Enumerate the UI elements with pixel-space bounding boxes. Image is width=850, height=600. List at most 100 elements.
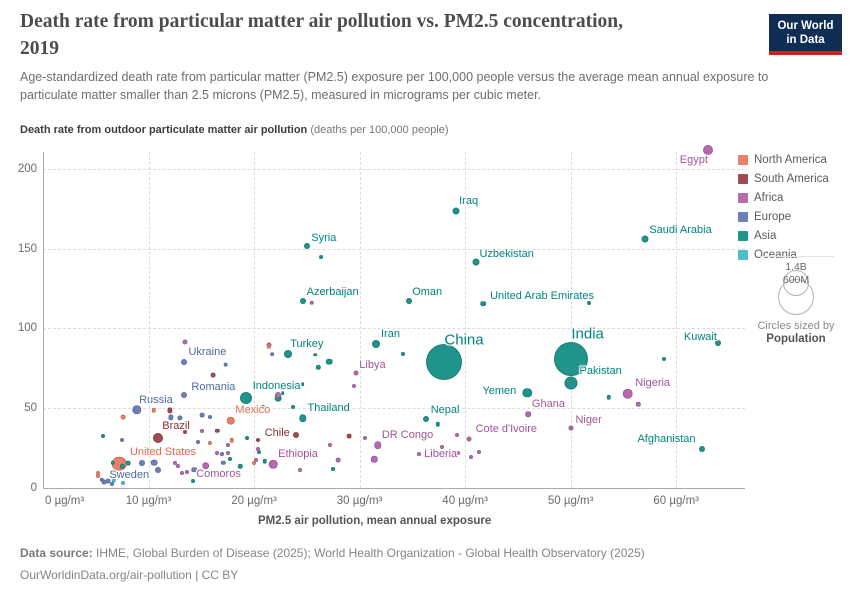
data-point-ukraine[interactable] bbox=[181, 358, 188, 365]
country-label-united-arab-emirates[interactable]: United Arab Emirates bbox=[490, 289, 595, 302]
country-label-yemen[interactable]: Yemen bbox=[482, 384, 517, 397]
country-label-chile[interactable]: Chile bbox=[264, 426, 290, 439]
country-label-nepal[interactable]: Nepal bbox=[430, 404, 460, 417]
data-point[interactable] bbox=[328, 443, 333, 448]
data-point-yemen[interactable] bbox=[522, 388, 533, 398]
data-point[interactable] bbox=[215, 451, 220, 456]
country-label-nigeria[interactable]: Nigeria bbox=[635, 376, 671, 389]
data-point-cote-d-ivoire[interactable] bbox=[466, 436, 472, 442]
data-point[interactable] bbox=[352, 384, 357, 389]
data-point[interactable] bbox=[275, 392, 282, 399]
data-point-mexico[interactable] bbox=[226, 416, 236, 425]
country-label-thailand[interactable]: Thailand bbox=[307, 402, 350, 415]
data-point-ghana[interactable] bbox=[525, 411, 532, 418]
data-point[interactable] bbox=[454, 433, 459, 438]
country-label-united-states[interactable]: United States bbox=[129, 445, 196, 458]
data-point-iran[interactable] bbox=[372, 340, 381, 349]
data-point[interactable] bbox=[207, 441, 212, 446]
data-point-dr-congo[interactable] bbox=[373, 441, 382, 450]
data-point[interactable] bbox=[270, 352, 274, 357]
license-line[interactable]: OurWorldinData.org/air-pollution | CC BY bbox=[20, 568, 239, 582]
legend-item-south-america[interactable]: South America bbox=[738, 169, 829, 188]
data-point[interactable] bbox=[254, 458, 259, 463]
data-point[interactable] bbox=[190, 479, 195, 484]
data-point-turkey[interactable] bbox=[283, 349, 292, 358]
data-point[interactable] bbox=[635, 402, 641, 407]
country-label-oman[interactable]: Oman bbox=[412, 286, 443, 299]
data-point-brazil[interactable] bbox=[153, 432, 164, 443]
data-point[interactable] bbox=[435, 422, 440, 427]
data-point[interactable] bbox=[439, 445, 444, 450]
data-point[interactable] bbox=[238, 464, 243, 469]
data-point-united-arab-emirates[interactable] bbox=[480, 300, 486, 307]
country-label-liberia[interactable]: Liberia bbox=[424, 448, 458, 461]
data-point-russia[interactable] bbox=[132, 404, 142, 415]
legend-item-oceania[interactable]: Oceania bbox=[738, 245, 829, 264]
data-point-china[interactable] bbox=[426, 343, 462, 380]
data-point[interactable] bbox=[201, 461, 210, 470]
data-point[interactable] bbox=[318, 254, 323, 259]
country-label-kuwait[interactable]: Kuwait bbox=[683, 331, 717, 344]
country-label-dr-congo[interactable]: DR Congo bbox=[381, 429, 434, 442]
data-point[interactable] bbox=[177, 415, 183, 421]
data-point[interactable] bbox=[199, 412, 205, 418]
country-label-syria[interactable]: Syria bbox=[311, 232, 337, 245]
data-point-saudi-arabia[interactable] bbox=[641, 235, 649, 243]
data-point-afghanistan[interactable] bbox=[698, 446, 705, 453]
data-point-oman[interactable] bbox=[406, 298, 413, 305]
data-point[interactable] bbox=[214, 428, 220, 433]
data-point-india[interactable] bbox=[553, 341, 588, 376]
country-label-niger[interactable]: Niger bbox=[575, 413, 602, 426]
data-point[interactable] bbox=[606, 395, 611, 400]
country-label-russia[interactable]: Russia bbox=[139, 393, 173, 406]
legend-item-europe[interactable]: Europe bbox=[738, 207, 829, 226]
data-point-nepal[interactable] bbox=[423, 416, 430, 423]
data-point[interactable] bbox=[309, 300, 315, 306]
data-point[interactable] bbox=[346, 434, 352, 439]
data-point-comoros[interactable] bbox=[184, 469, 189, 474]
data-point-kuwait[interactable] bbox=[715, 340, 722, 347]
data-point[interactable] bbox=[210, 373, 216, 378]
data-point[interactable] bbox=[455, 451, 460, 456]
data-point[interactable] bbox=[227, 457, 232, 462]
country-label-china[interactable]: China bbox=[444, 331, 484, 349]
data-point[interactable] bbox=[95, 471, 100, 476]
data-point[interactable] bbox=[280, 391, 285, 396]
data-point[interactable] bbox=[300, 382, 305, 387]
data-point-indonesia[interactable] bbox=[239, 392, 252, 405]
country-label-romania[interactable]: Romania bbox=[191, 381, 236, 394]
data-point-egypt[interactable] bbox=[702, 145, 713, 156]
data-point[interactable] bbox=[362, 436, 367, 441]
data-point[interactable] bbox=[168, 414, 174, 421]
data-point-romania[interactable] bbox=[181, 392, 188, 399]
country-label-cote-d-ivoire[interactable]: Cote d'Ivoire bbox=[475, 423, 538, 436]
data-point[interactable] bbox=[260, 405, 265, 410]
data-point[interactable] bbox=[101, 434, 106, 439]
data-point[interactable] bbox=[139, 460, 146, 467]
data-point[interactable] bbox=[469, 455, 474, 460]
country-label-libya[interactable]: Libya bbox=[359, 358, 386, 371]
data-point[interactable] bbox=[325, 358, 333, 366]
legend-item-africa[interactable]: Africa bbox=[738, 188, 829, 207]
data-point[interactable] bbox=[225, 442, 230, 447]
data-point-pakistan[interactable] bbox=[564, 376, 578, 390]
country-label-saudi-arabia[interactable]: Saudi Arabia bbox=[649, 224, 712, 237]
data-point[interactable] bbox=[120, 415, 126, 420]
data-point-syria[interactable] bbox=[303, 243, 310, 250]
data-point[interactable] bbox=[266, 343, 272, 349]
data-point[interactable] bbox=[126, 461, 131, 466]
data-point[interactable] bbox=[191, 466, 197, 473]
data-point[interactable] bbox=[225, 451, 230, 456]
data-point[interactable] bbox=[661, 356, 666, 361]
data-point[interactable] bbox=[172, 461, 177, 466]
data-point[interactable] bbox=[151, 408, 156, 413]
data-point[interactable] bbox=[476, 449, 481, 454]
country-label-pakistan[interactable]: Pakistan bbox=[579, 365, 622, 378]
country-label-ethiopia[interactable]: Ethiopia bbox=[278, 448, 318, 461]
data-point-nigeria[interactable] bbox=[622, 388, 633, 399]
data-point-ethiopia[interactable] bbox=[268, 460, 278, 469]
data-point[interactable] bbox=[120, 438, 125, 443]
data-point-azerbaijan[interactable] bbox=[299, 298, 306, 305]
data-point[interactable] bbox=[207, 415, 212, 420]
country-label-azerbaijan[interactable]: Azerbaijan bbox=[306, 286, 359, 299]
